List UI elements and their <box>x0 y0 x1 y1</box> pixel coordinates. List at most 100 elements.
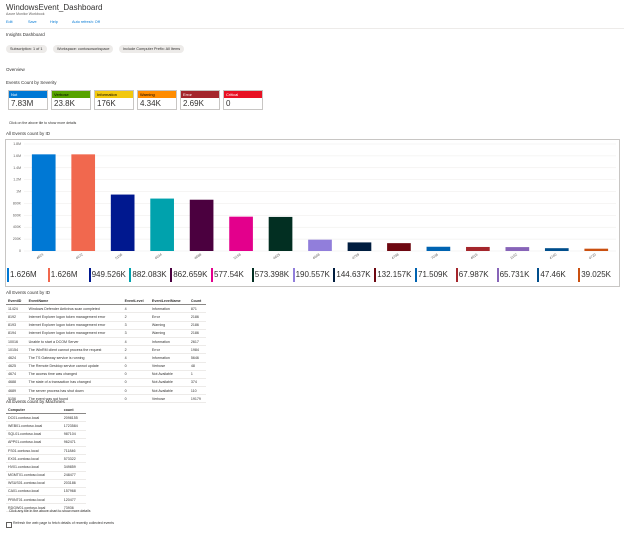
x-tick-label: 5158 <box>233 253 242 261</box>
value-tile: 862.659K <box>170 268 208 282</box>
checkbox[interactable] <box>6 522 12 528</box>
cell: 5156 <box>6 394 27 404</box>
cell: 4689 <box>6 386 27 396</box>
cell: CA01.contoso.local <box>6 487 62 497</box>
table-row: DC01.contoso.local 2098155 <box>6 413 86 423</box>
bar <box>466 246 490 251</box>
header-row: EventID EventName EventLevel EventLevelName… <box>6 297 206 306</box>
cell: 4 <box>122 304 150 314</box>
table-row: EX01.contoso.local 573322 <box>6 454 86 464</box>
severity-tile[interactable]: Critical 0 <box>223 90 263 110</box>
parameter-pill[interactable]: Subscription: 1 of 1 <box>6 45 47 53</box>
cell: RDGW01.contoso.local <box>6 503 62 513</box>
divider <box>0 28 624 29</box>
x-tick-label: 4616 <box>470 253 479 261</box>
cell: Not Available <box>149 370 189 379</box>
section-title: All Events count by ID <box>6 131 51 136</box>
cell: 3 <box>122 329 150 338</box>
tile-label: Warning <box>138 91 176 98</box>
cell: DC01.contoso.local <box>6 413 62 423</box>
tile-label: Error <box>181 91 219 98</box>
chart: 0 200K 400K 600K 800K 1M 1.2M 1.4M 1.6M 1.8M 4624 4… <box>13 142 616 261</box>
cell: WEB01.contoso.local <box>6 421 62 431</box>
cell: 987104 <box>61 430 86 439</box>
table-row: 11424 Windows Defender Antivirus scan com… <box>6 304 206 314</box>
bar <box>189 199 214 251</box>
cell: Error <box>149 345 189 355</box>
y-tick-label: 1.4M <box>13 166 21 170</box>
x-tick-label: 4798 <box>391 253 400 261</box>
value-tile: 65.731K <box>496 268 535 282</box>
value-tile: 949.526K <box>88 268 127 282</box>
bar <box>505 247 530 251</box>
cell: Warning <box>149 329 189 338</box>
value-tile: 144.637K <box>333 268 371 282</box>
y-tick-label: 200K <box>13 237 22 241</box>
cell: 2186 <box>188 329 206 338</box>
toolbar-button[interactable]: Save <box>28 20 37 24</box>
subtitle: Azure Monitor Workbook <box>6 12 45 16</box>
severity-tile[interactable]: Not applicable/Other 7.83M <box>8 90 48 110</box>
title: WindowsEvent_Dashboard <box>6 3 103 12</box>
cell: 2098155 <box>61 413 86 423</box>
bar <box>229 216 253 251</box>
toolbar-button[interactable]: Edit <box>6 20 13 24</box>
severity-tile[interactable]: Verbose 23.8K <box>51 90 91 110</box>
value-tile: 1.626M <box>47 268 86 282</box>
table-row: 8192 Internet Explorer logon token manage… <box>6 312 206 322</box>
bar <box>268 216 293 251</box>
table-row: 10154 The WinRM client cannot process the… <box>6 345 206 355</box>
cell: 4624 <box>6 353 27 363</box>
cell: 4625 <box>6 362 27 371</box>
cell: 711846 <box>61 446 86 456</box>
column-header: Computer <box>6 406 62 415</box>
x-tick-label: 4688 <box>193 253 202 261</box>
parameter-pill[interactable]: Include Computer Prefix: All Items <box>119 45 185 53</box>
table-row: MGMT01.contoso.local 248477 <box>6 471 86 480</box>
parameter-pill[interactable]: Workspace: contosoworkspace <box>53 45 114 53</box>
cell: The TS Gateway service is running <box>26 353 123 363</box>
cell: 374 <box>188 378 206 388</box>
cell: Internet Explorer logon token management… <box>26 321 123 330</box>
severity-tile[interactable]: Warning 4.34K <box>137 90 177 110</box>
note: Click any tile in the above chart to sho… <box>9 509 91 513</box>
cell: The Remote Desktop service cannot update <box>26 362 123 371</box>
cell: 8192 <box>6 312 27 322</box>
cell: 11424 <box>6 304 27 314</box>
cell: MGMT01.contoso.local <box>6 471 62 480</box>
y-tick-label: 800K <box>13 201 22 205</box>
value-tile: 577.54K <box>211 268 249 282</box>
severity-tile[interactable]: Error 2.69K <box>180 90 220 110</box>
cell: 0 <box>122 394 150 404</box>
x-tick-label: 7036 <box>430 253 439 261</box>
cell: The access time was changed <box>26 370 123 379</box>
value-tile: 39.025K <box>578 268 616 282</box>
x-tick-label: 4648 <box>312 253 321 261</box>
toolbar-button[interactable]: Help <box>50 20 58 24</box>
cell: Information <box>149 353 189 363</box>
chart-frame <box>5 139 620 287</box>
cell: 5646 <box>188 353 206 363</box>
cell: Not Available <box>149 386 189 396</box>
y-tick-label: 400K <box>13 225 22 229</box>
cell: 1 <box>188 370 206 379</box>
cell: 4688 <box>6 378 27 388</box>
table-row: 4625 The Remote Desktop service cannot up… <box>6 362 206 371</box>
toolbar-button[interactable]: Auto refresh: Off <box>72 20 100 24</box>
cell: Verbose <box>149 362 189 371</box>
table: Computer count DC01.contoso.local 2098155 WE… <box>6 406 86 513</box>
value-tile: 573.398K <box>251 268 290 282</box>
severity-tile[interactable]: Information 176K <box>94 90 134 110</box>
bar <box>544 248 569 251</box>
bar <box>584 248 609 251</box>
cell: 48 <box>188 362 206 371</box>
section-title: Events Count by Severity <box>6 80 57 85</box>
cell: 4674 <box>6 370 27 379</box>
cell: 2 <box>122 345 150 355</box>
column-header: EventLevelName <box>149 297 189 306</box>
refresh-note: Refresh the web page to fetch details of… <box>13 521 114 525</box>
cell: PRINT01.contoso.local <box>6 495 62 505</box>
cell: 4 <box>122 353 150 363</box>
y-tick-label: 1.8M <box>13 142 21 146</box>
